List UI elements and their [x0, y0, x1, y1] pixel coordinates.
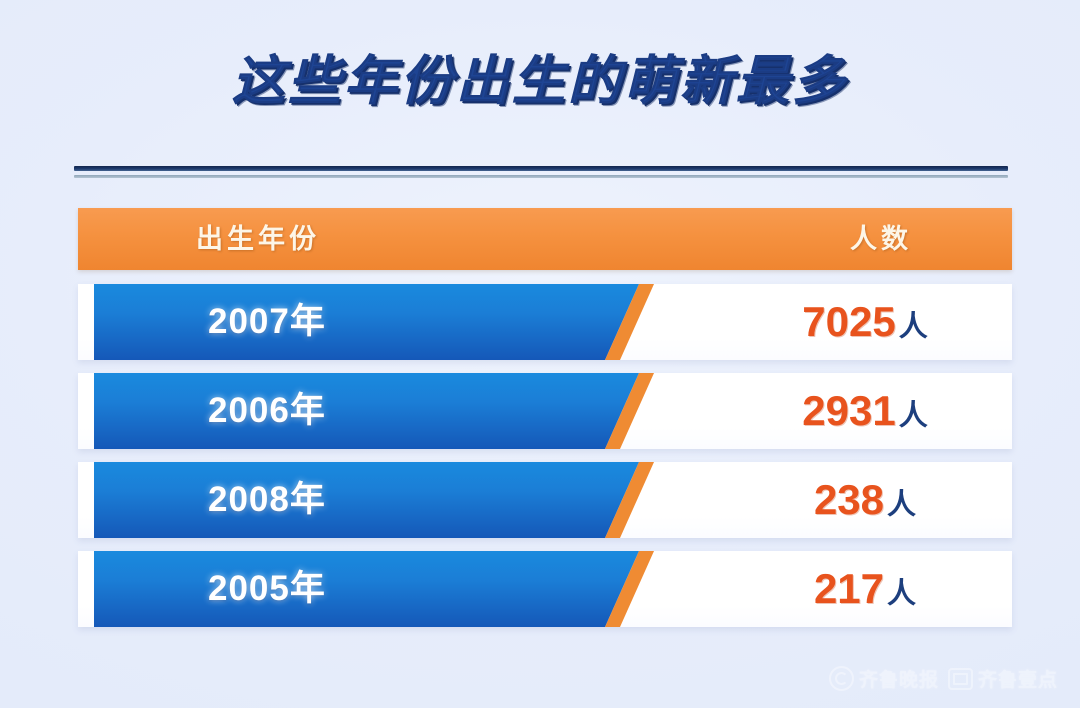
title-container: 这些年份出生的萌新最多 [0, 52, 1080, 112]
count-cell: 7025 人 [718, 284, 1012, 360]
table-row[interactable]: 2006年 2931 人 [78, 373, 1012, 449]
year-bar-shape [94, 462, 654, 538]
divider-rule-thin [74, 175, 1008, 178]
table-body: 2007年 7025 人 [78, 284, 1012, 627]
title-divider [74, 166, 1008, 180]
table-row[interactable]: 2008年 238 人 [78, 462, 1012, 538]
watermark-secondary: 齐鲁壹点 [947, 665, 1058, 692]
count-value: 2931 [802, 387, 896, 434]
count-cell: 238 人 [718, 462, 1012, 538]
count-cell: 2931 人 [718, 373, 1012, 449]
count-unit: 人 [887, 578, 917, 610]
count-value: 217 [813, 565, 885, 612]
table-header-row: 出生年份 人数 [78, 208, 1012, 270]
column-header-birth-year: 出生年份 [196, 224, 320, 254]
count-unit: 人 [898, 400, 928, 432]
app-square-icon [947, 667, 973, 690]
watermark-brand-secondary: 齐鲁壹点 [977, 670, 1058, 691]
watermark: 齐鲁晚报 齐鲁壹点 [828, 665, 1058, 692]
table-row[interactable]: 2005年 217 人 [78, 551, 1012, 627]
count-value: 7025 [802, 298, 896, 345]
count-unit: 人 [887, 489, 917, 521]
count-cell: 217 人 [718, 551, 1012, 627]
watermark-brand-primary: 齐鲁晚报 [858, 670, 939, 691]
spiral-logo-icon [828, 666, 854, 691]
page-title: 这些年份出生的萌新最多 [232, 52, 848, 112]
count-value: 238 [813, 476, 885, 523]
divider-rule-thick [74, 166, 1008, 171]
year-bar-shape [94, 373, 654, 449]
data-table: 出生年份 人数 [78, 208, 1012, 640]
table-row[interactable]: 2007年 7025 人 [78, 284, 1012, 360]
count-unit: 人 [898, 311, 928, 343]
year-bar-shape [94, 284, 654, 360]
year-bar-shape [94, 551, 654, 627]
column-header-count: 人数 [850, 224, 912, 254]
watermark-primary: 齐鲁晚报 [828, 665, 939, 692]
